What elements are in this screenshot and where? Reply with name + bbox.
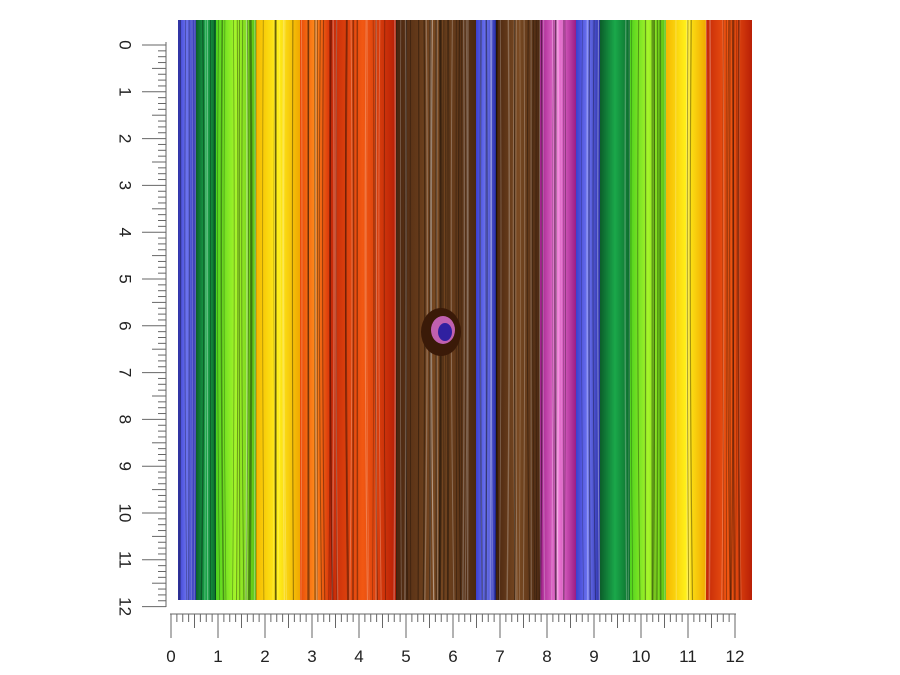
ruler-label: 7 <box>495 647 504 666</box>
ruler-label: 1 <box>213 647 222 666</box>
ruler-label: 10 <box>116 504 135 523</box>
ruler-label: 3 <box>307 647 316 666</box>
ruler-label: 3 <box>116 181 135 190</box>
ruler-label: 2 <box>116 134 135 143</box>
wood-swatch <box>178 20 752 600</box>
ruler-label: 8 <box>542 647 551 666</box>
ruler-label: 11 <box>679 647 697 666</box>
ruler-label: 9 <box>116 461 135 470</box>
ruler-label: 11 <box>116 551 135 569</box>
ruler-label: 8 <box>116 415 135 424</box>
ruler-label: 2 <box>260 647 269 666</box>
ruler-label: 5 <box>116 274 135 283</box>
ruler-label: 4 <box>116 227 135 236</box>
ruler-label: 10 <box>632 647 651 666</box>
ruler-label: 7 <box>116 368 135 377</box>
ruler-label: 6 <box>116 321 135 330</box>
ruler-label: 12 <box>116 597 135 616</box>
ruler-label: 12 <box>726 647 745 666</box>
ruler-label: 0 <box>116 40 135 49</box>
ruler-label: 4 <box>354 647 363 666</box>
ruler-label: 9 <box>589 647 598 666</box>
horizontal-ruler: 0 1 2 3 4 5 6 7 8 9 10 11 12 <box>166 613 745 666</box>
ruler-label: 6 <box>448 647 457 666</box>
ruler-label: 5 <box>401 647 410 666</box>
ruler-label: 0 <box>166 647 175 666</box>
ruler-label: 1 <box>116 87 135 96</box>
